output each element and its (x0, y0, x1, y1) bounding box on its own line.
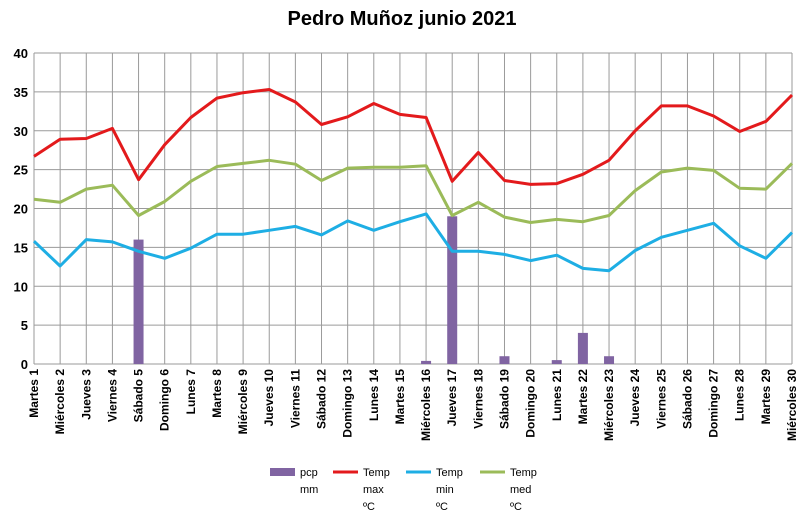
x-tick-label: Miércoles 30 (785, 369, 799, 441)
legend-label: Temp (436, 467, 463, 479)
bar-pcp (499, 356, 510, 364)
x-tick-label: Martes 29 (759, 369, 773, 425)
x-tick-label: Martes 8 (210, 369, 224, 418)
legend-label: Temp (363, 467, 390, 479)
legend-label: pcp (300, 467, 318, 479)
x-tick-label: Martes 15 (393, 369, 407, 425)
x-tick-label: Miércoles 9 (236, 369, 250, 435)
x-tick-label: Lunes 28 (733, 369, 747, 421)
x-tick-label: Domingo 20 (524, 369, 538, 438)
x-tick-label: Miércoles 2 (53, 369, 67, 435)
y-tick-label: 5 (21, 318, 28, 333)
y-tick-label: 40 (14, 46, 28, 61)
x-tick-label: Jueves 3 (79, 369, 93, 420)
x-tick-label: Viernes 4 (105, 369, 119, 422)
x-tick-label: Martes 1 (27, 369, 41, 418)
line-series-max (33, 88, 794, 186)
legend-label: ºC (510, 501, 522, 513)
legend-label: max (363, 484, 384, 496)
legend-label: Temp (510, 467, 537, 479)
bar-pcp (551, 360, 562, 364)
y-tick-label: 25 (14, 163, 28, 178)
y-tick-label: 20 (14, 202, 28, 217)
bar-pcp (421, 360, 432, 364)
legend-label: ºC (363, 501, 375, 513)
x-tick-label: Jueves 10 (262, 369, 276, 427)
y-tick-label: 35 (14, 85, 28, 100)
legend-label: min (436, 484, 454, 496)
legend-label: med (510, 484, 531, 496)
x-tick-label: Domingo 27 (707, 369, 721, 438)
x-tick-label: Jueves 24 (628, 369, 642, 427)
legend-label: ºC (436, 501, 448, 513)
bar-pcp (577, 332, 588, 364)
bar-pcp (133, 239, 144, 364)
chart-title: Pedro Muñoz junio 2021 (287, 8, 517, 30)
y-tick-label: 15 (14, 240, 28, 255)
x-tick-label: Jueves 17 (445, 369, 459, 427)
x-tick-label: Sábado 12 (315, 369, 329, 429)
x-tick-label: Viernes 11 (288, 369, 302, 428)
x-tick-label: Domingo 13 (341, 369, 355, 438)
y-tick-label: 30 (14, 124, 28, 139)
x-tick-label: Lunes 7 (184, 369, 198, 415)
x-tick-label: Sábado 5 (132, 369, 146, 423)
line-series-med (33, 158, 794, 224)
x-tick-label: Miércoles 16 (419, 369, 433, 441)
x-tick-label: Domingo 6 (158, 369, 172, 431)
x-tick-label: Lunes 21 (550, 369, 564, 421)
bar-pcp (604, 356, 615, 364)
x-tick-label: Miércoles 23 (602, 369, 616, 441)
legend-label: mm (300, 484, 318, 496)
legend-swatch-pcp (270, 468, 295, 476)
y-tick-label: 10 (14, 279, 28, 294)
line-series-min (32, 212, 794, 273)
x-tick-label: Lunes 14 (367, 369, 381, 421)
x-tick-label: Viernes 25 (654, 369, 668, 429)
x-tick-label: Martes 22 (576, 369, 590, 425)
y-tick-label: 0 (21, 357, 28, 372)
x-tick-label: Viernes 18 (471, 369, 485, 429)
x-tick-label: Sábado 19 (497, 369, 511, 429)
bar-pcp (447, 216, 458, 364)
x-tick-label: Sábado 26 (680, 369, 694, 429)
